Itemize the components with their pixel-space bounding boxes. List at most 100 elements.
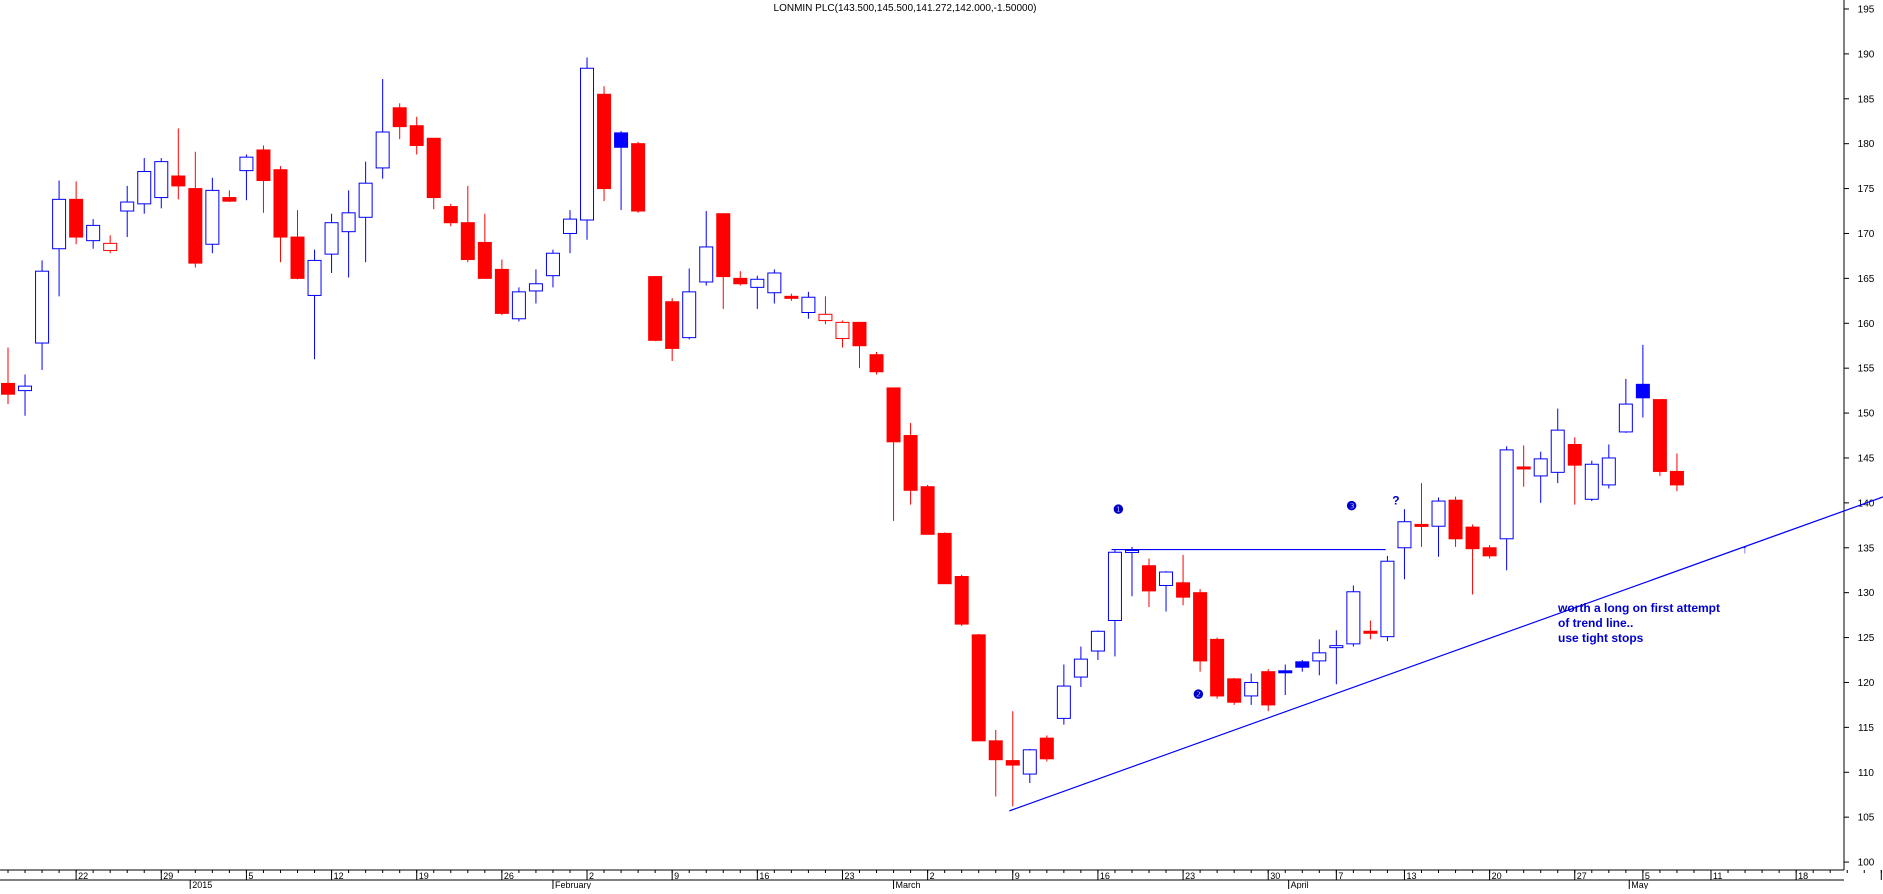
candle xyxy=(256,145,271,213)
candle-body xyxy=(511,291,526,320)
candle xyxy=(392,103,407,140)
candle xyxy=(52,180,67,297)
candle xyxy=(154,158,169,209)
candle-body xyxy=(1397,521,1412,549)
time-day-label: 16 xyxy=(759,871,769,881)
time-day-label: 5 xyxy=(248,871,253,881)
candle-body xyxy=(443,206,458,224)
candle xyxy=(988,730,1003,797)
price-tick-label: 140 xyxy=(1858,498,1875,509)
candle xyxy=(1159,571,1174,612)
candle xyxy=(784,293,799,301)
candle xyxy=(1193,589,1208,672)
candle-body xyxy=(801,296,816,313)
time-day-label: 27 xyxy=(1577,871,1587,881)
candle-body xyxy=(1176,582,1191,598)
candle-body xyxy=(1329,645,1344,649)
candle-body xyxy=(1210,638,1225,697)
candle xyxy=(290,210,305,280)
candle xyxy=(920,484,935,535)
candle-body xyxy=(1363,630,1378,634)
price-tick-label: 110 xyxy=(1858,768,1874,779)
time-day-label: 13 xyxy=(1406,871,1416,881)
candle xyxy=(103,235,118,254)
candle-body xyxy=(648,276,663,341)
candle xyxy=(494,259,509,316)
candle-body xyxy=(903,435,918,491)
candle xyxy=(1465,524,1480,595)
candle xyxy=(631,141,646,213)
annotation-line-2: of trend line.. xyxy=(1558,616,1633,630)
candle xyxy=(528,269,543,304)
price-tick-label: 170 xyxy=(1858,229,1875,240)
candle-body xyxy=(358,182,373,218)
candle xyxy=(86,219,101,249)
candle xyxy=(1652,399,1667,476)
candle xyxy=(1397,509,1412,580)
time-month-label: May xyxy=(1631,880,1649,889)
candle xyxy=(1346,585,1361,647)
candle xyxy=(307,249,322,360)
candle-body xyxy=(1056,685,1071,719)
candle-body xyxy=(52,198,67,250)
candle xyxy=(1244,673,1259,705)
candle xyxy=(1227,677,1242,705)
candle-body xyxy=(35,270,50,344)
candle-body xyxy=(971,634,986,742)
time-month-label: 2015 xyxy=(192,880,212,889)
candle xyxy=(1516,445,1531,487)
candle xyxy=(818,296,833,325)
candle xyxy=(1176,554,1191,606)
trend-lines xyxy=(1009,496,1883,812)
candle-body xyxy=(1584,463,1599,500)
candle-body xyxy=(1652,399,1667,472)
price-tick-label: 160 xyxy=(1858,319,1875,330)
candle xyxy=(545,249,560,288)
candle xyxy=(1210,637,1225,699)
candle-body xyxy=(392,107,407,128)
price-tick-label: 165 xyxy=(1858,274,1875,285)
candle xyxy=(1431,497,1446,557)
candle-body xyxy=(1261,671,1276,706)
candle-body xyxy=(580,67,595,221)
candle xyxy=(18,374,33,416)
candle-body xyxy=(988,740,1003,761)
candle xyxy=(1635,344,1650,418)
chart-marker: ❷ xyxy=(1193,688,1204,702)
price-tick-label: 135 xyxy=(1858,543,1875,554)
time-day-label: 20 xyxy=(1492,871,1502,881)
candle-body xyxy=(1533,458,1548,477)
candle-body xyxy=(1193,592,1208,662)
candle-body xyxy=(1346,591,1361,645)
candle-body xyxy=(1090,630,1105,652)
candle-body xyxy=(1022,749,1037,775)
price-tick-label: 185 xyxy=(1858,94,1875,105)
candle-body xyxy=(324,222,339,255)
candle xyxy=(1601,444,1616,489)
candle-body xyxy=(1227,678,1242,703)
candle-body xyxy=(528,283,543,292)
candle xyxy=(1107,549,1122,657)
candle-body xyxy=(1073,658,1088,678)
candle-body xyxy=(614,132,629,148)
price-tick-label: 175 xyxy=(1858,184,1875,195)
candle-body xyxy=(665,301,680,349)
candle xyxy=(1295,660,1310,672)
candle xyxy=(869,352,884,375)
candle xyxy=(273,166,288,263)
candle-body xyxy=(1550,429,1565,473)
price-axis: 100 105 110 115 120 125 130 135 140 145 150 155 160 1… xyxy=(1843,0,1875,870)
candle-body xyxy=(188,188,203,264)
time-day-label: 18 xyxy=(1798,871,1808,881)
candle-body xyxy=(1278,670,1293,674)
candle xyxy=(852,321,867,369)
price-tick-label: 190 xyxy=(1858,49,1875,60)
time-day-label: 9 xyxy=(1015,871,1020,881)
candle-body xyxy=(835,321,850,340)
candle-body xyxy=(716,213,731,278)
time-month-label: April xyxy=(1291,880,1309,889)
candle-body xyxy=(562,218,577,234)
candle xyxy=(358,161,373,263)
candle-body xyxy=(494,268,509,314)
